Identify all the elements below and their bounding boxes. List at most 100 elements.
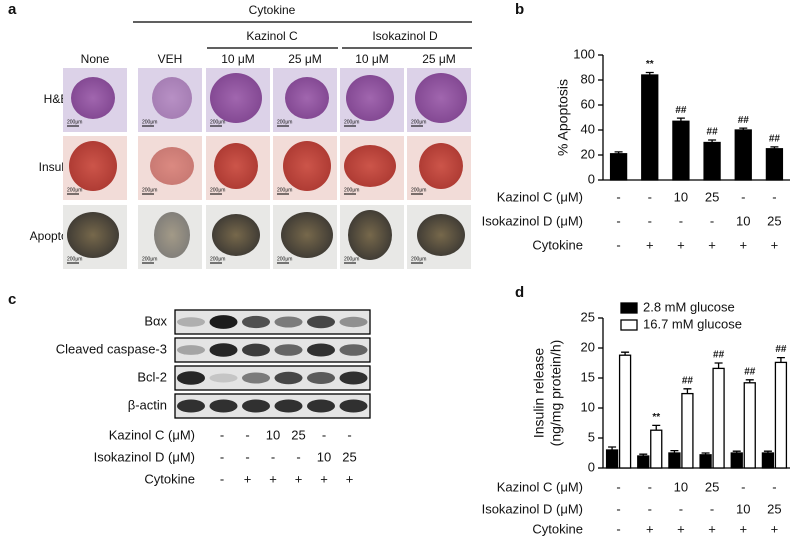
- islet: [346, 75, 394, 121]
- treatment-label: Kazinol C (μM): [497, 479, 583, 494]
- islet: [419, 143, 463, 189]
- treatment-label: Cytokine: [532, 521, 583, 536]
- treatment-cell: +: [739, 521, 747, 536]
- blot: [174, 393, 371, 419]
- band: [274, 399, 303, 413]
- annotation: ##: [682, 375, 694, 386]
- treatment-label: Cytokine: [532, 237, 583, 252]
- treatment-cell: +: [295, 471, 303, 486]
- treatment-cell: -: [772, 189, 776, 204]
- islet: [281, 212, 333, 258]
- treatment-cell: 25: [767, 213, 781, 228]
- scale-bar-label: 200μm: [277, 187, 292, 193]
- scale-bar-label: 200μm: [67, 256, 82, 262]
- treatment-cell: -: [220, 427, 224, 442]
- y-axis-label: % Apoptosis: [555, 79, 571, 156]
- blot: [174, 365, 371, 391]
- scale-bar-label: 200μm: [344, 187, 359, 193]
- treatment-cell: 10: [736, 213, 750, 228]
- scale-bar-label: 200μm: [142, 119, 157, 125]
- scale-bar-label: 200μm: [344, 119, 359, 125]
- treatment-cell: 10: [736, 501, 750, 516]
- column-label: 25 μM: [288, 52, 322, 66]
- error-bar: [776, 356, 785, 363]
- subgroup-label: Kazinol C: [246, 29, 298, 43]
- band: [307, 315, 335, 329]
- subgroup-label: Isokazinol D: [372, 29, 438, 43]
- bar: [761, 452, 775, 469]
- islet: [71, 77, 115, 119]
- panel-label: c: [8, 291, 16, 308]
- treatment-cell: -: [616, 237, 620, 252]
- treatment-cell: +: [244, 471, 252, 486]
- bar: [637, 455, 650, 469]
- islet: [415, 73, 467, 123]
- scale-bar-label: 200μm: [67, 187, 82, 193]
- islet: [67, 212, 119, 258]
- error-bar: [739, 127, 748, 130]
- treatment-label: Kazinol C (μM): [109, 427, 195, 442]
- bar: [672, 120, 690, 181]
- treatment-cell: -: [648, 213, 652, 228]
- bar: [609, 153, 628, 181]
- annotation: **: [652, 412, 660, 423]
- treatment-cell: -: [296, 449, 300, 464]
- treatment-cell: +: [677, 237, 685, 252]
- treatment-cell: +: [708, 237, 716, 252]
- treatment-cell: -: [245, 449, 249, 464]
- band: [339, 399, 368, 413]
- error-bar: [770, 146, 779, 149]
- blot: [174, 337, 371, 363]
- y-tick-label: 20: [581, 339, 595, 354]
- y-tick-label: 10: [581, 399, 595, 414]
- bar: [712, 367, 725, 469]
- column-label: VEH: [158, 52, 183, 66]
- column-label: 25 μM: [422, 52, 456, 66]
- bar: [730, 452, 743, 469]
- treatment-cell: -: [648, 479, 652, 494]
- band: [242, 399, 270, 413]
- treatment-cell: -: [710, 213, 714, 228]
- islet: [152, 77, 192, 119]
- islet: [344, 145, 396, 187]
- y-tick-label: 0: [588, 459, 595, 474]
- treatment-cell: -: [616, 521, 620, 536]
- row-label: H&E: [44, 92, 69, 106]
- legend-swatch: [620, 302, 638, 314]
- error-bar: [621, 351, 630, 356]
- band: [274, 344, 303, 356]
- treatment-label: Isokazinol D (μM): [482, 501, 583, 516]
- treatment-cell: 10: [674, 189, 688, 204]
- scale-bar-label: 200μm: [210, 187, 225, 193]
- panel-label: a: [8, 1, 17, 18]
- treatment-cell: 25: [342, 449, 356, 464]
- scale-bar-label: 200μm: [67, 119, 82, 125]
- band: [339, 344, 368, 356]
- band: [209, 343, 238, 357]
- band: [177, 371, 205, 385]
- islet: [214, 143, 258, 189]
- treatment-cell: 10: [674, 479, 688, 494]
- y-tick-label: 25: [581, 309, 595, 324]
- error-bar: [732, 450, 741, 453]
- scale-bar-label: 200μm: [142, 187, 157, 193]
- treatment-cell: -: [616, 189, 620, 204]
- blot-label: β-actin: [128, 397, 167, 412]
- annotation: ##: [707, 127, 719, 138]
- treatment-cell: -: [741, 479, 745, 494]
- annotation: ##: [713, 350, 725, 361]
- error-bar: [608, 446, 617, 450]
- error-bar: [701, 452, 710, 455]
- islet: [210, 73, 262, 123]
- band: [209, 373, 238, 383]
- scale-bar-label: 200μm: [142, 256, 157, 262]
- treatment-cell: +: [346, 471, 354, 486]
- y-tick-label: 40: [581, 121, 595, 136]
- y-tick-label: 80: [581, 71, 595, 86]
- treatment-cell: -: [322, 427, 326, 442]
- error-bar: [639, 453, 648, 456]
- bar: [765, 148, 784, 181]
- islet: [348, 210, 392, 260]
- islet: [283, 141, 331, 191]
